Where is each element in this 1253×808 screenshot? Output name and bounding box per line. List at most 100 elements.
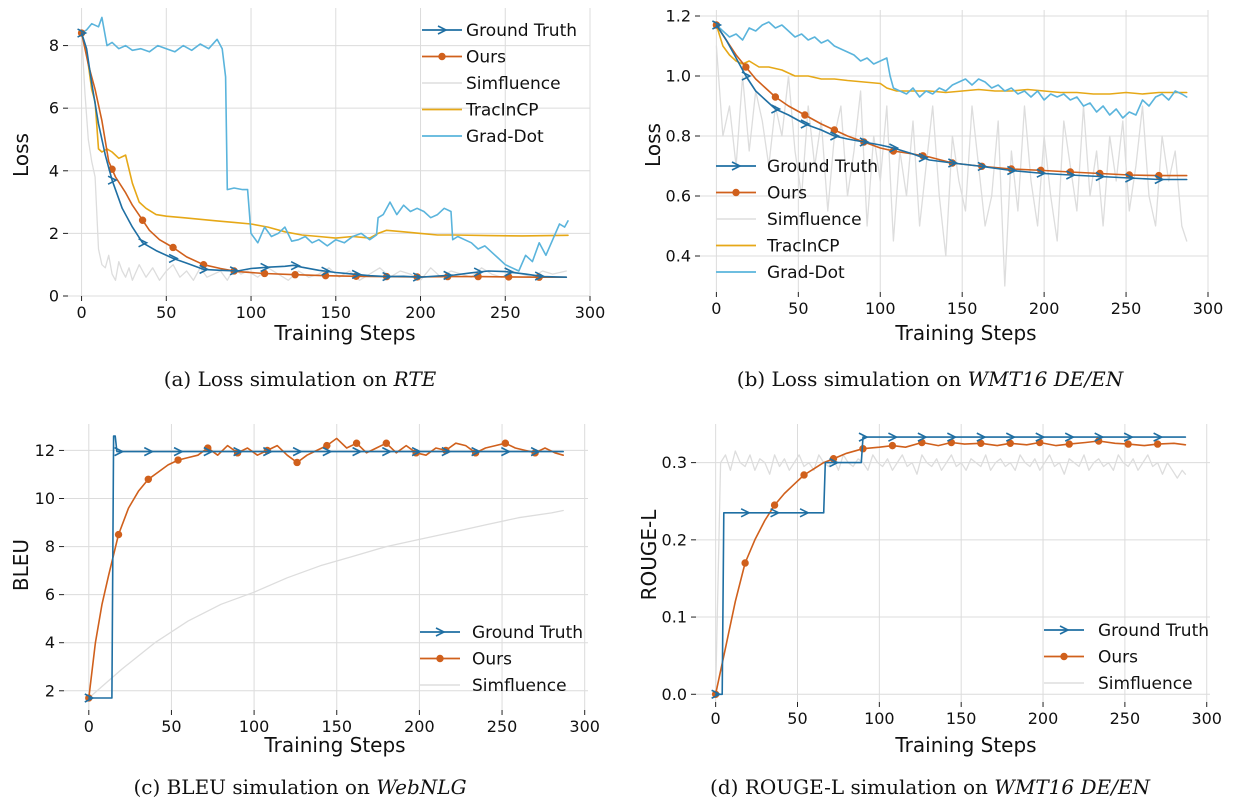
marker-ground-truth: [1095, 171, 1106, 182]
marker-ground-truth: [352, 446, 363, 457]
marker-ground-truth: [168, 253, 179, 264]
y-tick-label: 1.0: [666, 67, 691, 86]
y-tick-label: 12: [35, 441, 55, 460]
y-tick-label: 0.1: [662, 608, 687, 627]
marker-ours: [801, 111, 809, 119]
marker-ours: [382, 439, 391, 447]
y-tick-label: 0.3: [662, 453, 687, 472]
marker-ground-truth: [741, 71, 752, 81]
marker-ground-truth: [1036, 168, 1047, 178]
x-tick-label: 200: [405, 303, 436, 322]
marker-ours: [352, 439, 361, 447]
panel-c-ylabel: BLEU: [9, 539, 33, 591]
legend-label-simfluence: Simfluence: [472, 676, 567, 696]
marker-ours: [771, 93, 780, 101]
panel-d-xlabel: Training Steps: [894, 733, 1036, 757]
legend-label-ours: Ours: [1098, 648, 1138, 668]
legend-marker-ground-truth: [435, 627, 446, 637]
marker-ground-truth: [711, 689, 722, 699]
y-tick-label: 10: [35, 489, 55, 508]
marker-ground-truth: [799, 508, 810, 518]
series-line-ground-truth: [714, 436, 1187, 696]
marker-ground-truth: [504, 267, 515, 277]
x-tick-label: 150: [946, 709, 977, 728]
marker-ours: [741, 559, 749, 567]
marker-ground-truth: [199, 264, 210, 275]
y-tick-label: 2: [45, 681, 55, 700]
panel-d-ylabel: ROUGE-L: [637, 509, 661, 601]
series-line-ours: [88, 437, 565, 699]
marker-ground-truth: [229, 266, 240, 276]
legend-marker-ours: [1060, 652, 1068, 661]
x-tick-label: 0: [711, 299, 721, 318]
y-tick-label: 0: [49, 287, 59, 306]
legend-marker-ours: [732, 188, 740, 197]
legend-label-grad-dot: Grad-Dot: [466, 127, 544, 147]
marker-ours: [977, 439, 985, 448]
marker-ours: [888, 441, 897, 450]
marker-ground-truth: [947, 432, 958, 442]
y-tick-label: 4: [45, 633, 55, 652]
marker-ours: [174, 456, 182, 464]
marker-ground-truth: [917, 432, 928, 442]
x-tick-label: 50: [788, 299, 808, 318]
marker-ground-truth: [411, 446, 422, 457]
marker-ground-truth: [858, 432, 869, 442]
series-line-ours: [715, 24, 1188, 177]
marker-ours: [293, 458, 301, 467]
marker-ours: [1006, 439, 1014, 448]
legend-label-ours: Ours: [767, 184, 807, 204]
marker-ours: [501, 439, 510, 447]
legend-label-tracincp: TracInCP: [465, 101, 539, 121]
marker-ours: [770, 501, 779, 509]
x-tick-label: 0: [84, 717, 94, 736]
marker-ours: [114, 530, 123, 539]
marker-ours: [138, 216, 147, 224]
y-tick-label: 4: [49, 161, 59, 180]
marker-ground-truth: [859, 137, 870, 147]
marker-ground-truth: [1124, 173, 1136, 183]
panel-d-caption: (d) ROUGE-L simulation on WMT16 DE/EN: [710, 775, 1151, 799]
panel-a-caption: (a) Loss simulation on RTE: [164, 367, 437, 391]
x-tick-label: 200: [1028, 709, 1059, 728]
marker-ground-truth: [976, 432, 987, 442]
marker-ours: [291, 271, 299, 279]
marker-ground-truth: [412, 272, 423, 282]
marker-ground-truth: [530, 446, 541, 457]
x-tick-label: 200: [1029, 299, 1060, 318]
x-tick-label: 300: [1193, 299, 1224, 318]
x-tick-label: 150: [947, 299, 978, 318]
series-line-ours: [80, 32, 568, 279]
marker-ground-truth: [321, 266, 332, 276]
legend-marker-ground-truth: [437, 25, 448, 35]
marker-ground-truth: [260, 262, 271, 273]
marker-ground-truth: [138, 238, 149, 248]
panel-d: 0 50 100 150 200 250 300 0.0 0.1 0.2 0.3 Training…: [637, 424, 1222, 799]
legend-label-ground-truth: Ground Truth: [1098, 621, 1209, 641]
y-tick-label: 0.8: [666, 127, 691, 146]
y-tick-label: 2: [49, 224, 59, 243]
x-tick-label: 300: [569, 717, 600, 736]
marker-ground-truth: [829, 457, 840, 468]
legend-label-tracincp: TracInCP: [766, 237, 840, 257]
marker-ground-truth: [77, 28, 88, 38]
marker-ground-truth: [173, 446, 184, 457]
marker-ground-truth: [107, 175, 118, 185]
marker-ours: [1065, 440, 1073, 448]
marker-ground-truth: [888, 432, 899, 442]
x-tick-label: 100: [239, 717, 270, 736]
panel-c-xlabel: Training Steps: [263, 733, 405, 757]
legend-label-ours: Ours: [466, 48, 506, 68]
marker-ground-truth: [800, 119, 811, 129]
marker-ours: [742, 63, 750, 71]
marker-ground-truth: [500, 446, 512, 457]
panel-b-xlabel: Training Steps: [894, 321, 1036, 345]
x-tick-label: 100: [236, 303, 267, 322]
marker-ground-truth: [143, 446, 155, 457]
legend-label-simfluence: Simfluence: [1098, 674, 1193, 694]
marker-ground-truth: [889, 143, 900, 153]
marker-ground-truth: [203, 446, 214, 457]
panel-a-ylabel: Loss: [9, 133, 33, 177]
x-tick-label: 200: [404, 717, 435, 736]
